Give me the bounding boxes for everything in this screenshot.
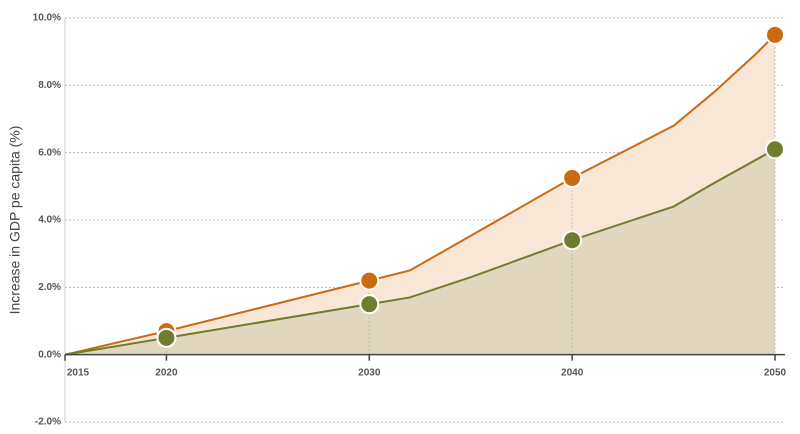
y-tick-label: 4.0% xyxy=(38,215,61,226)
marker xyxy=(562,230,583,251)
y-tick-label: 8.0% xyxy=(38,80,61,91)
x-tick-label: 2030 xyxy=(358,367,381,378)
y-tick-label: -2.0% xyxy=(35,417,61,428)
y-tick-label: 0.0% xyxy=(38,349,61,360)
line xyxy=(64,148,776,356)
x-tick-label: 2050 xyxy=(764,367,787,378)
y-axis-label: Increase in GDP pe capita (%) xyxy=(7,126,23,315)
y-tick-label: 6.0% xyxy=(38,147,61,158)
x-tick-label: 2020 xyxy=(155,367,178,378)
y-tick-label: 2.0% xyxy=(38,282,61,293)
marker xyxy=(765,139,785,160)
marker xyxy=(359,294,380,315)
x-tick-label: 2015 xyxy=(67,367,90,378)
area xyxy=(65,149,775,355)
y-tick-label: 10.0% xyxy=(33,13,61,24)
marker xyxy=(765,24,785,45)
x-tick-label: 2040 xyxy=(561,367,584,378)
marker xyxy=(562,167,583,188)
marker xyxy=(156,327,177,348)
marker xyxy=(359,270,380,291)
